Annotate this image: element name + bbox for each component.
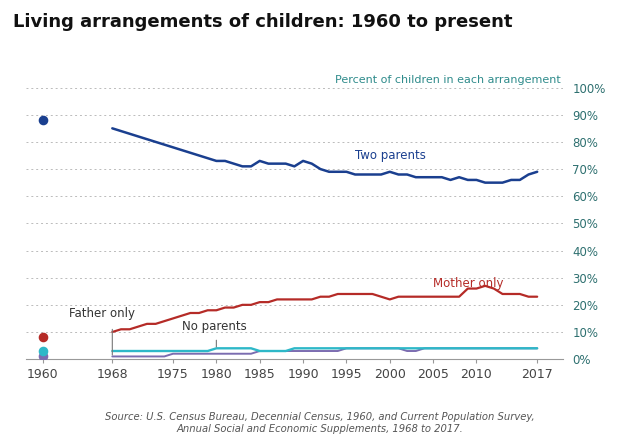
Text: Source: U.S. Census Bureau, Decennial Census, 1960, and Current Population Surve: Source: U.S. Census Bureau, Decennial Ce… — [105, 412, 535, 434]
Text: Living arrangements of children: 1960 to present: Living arrangements of children: 1960 to… — [13, 13, 512, 31]
Text: Two parents: Two parents — [355, 149, 426, 162]
Text: Father only: Father only — [69, 307, 135, 320]
Point — [38, 334, 48, 341]
Text: Mother only: Mother only — [433, 277, 504, 290]
Text: No parents: No parents — [182, 320, 246, 333]
Text: Percent of children in each arrangement: Percent of children in each arrangement — [335, 75, 561, 85]
Point — [38, 353, 48, 360]
Point — [38, 347, 48, 354]
Point — [38, 117, 48, 124]
